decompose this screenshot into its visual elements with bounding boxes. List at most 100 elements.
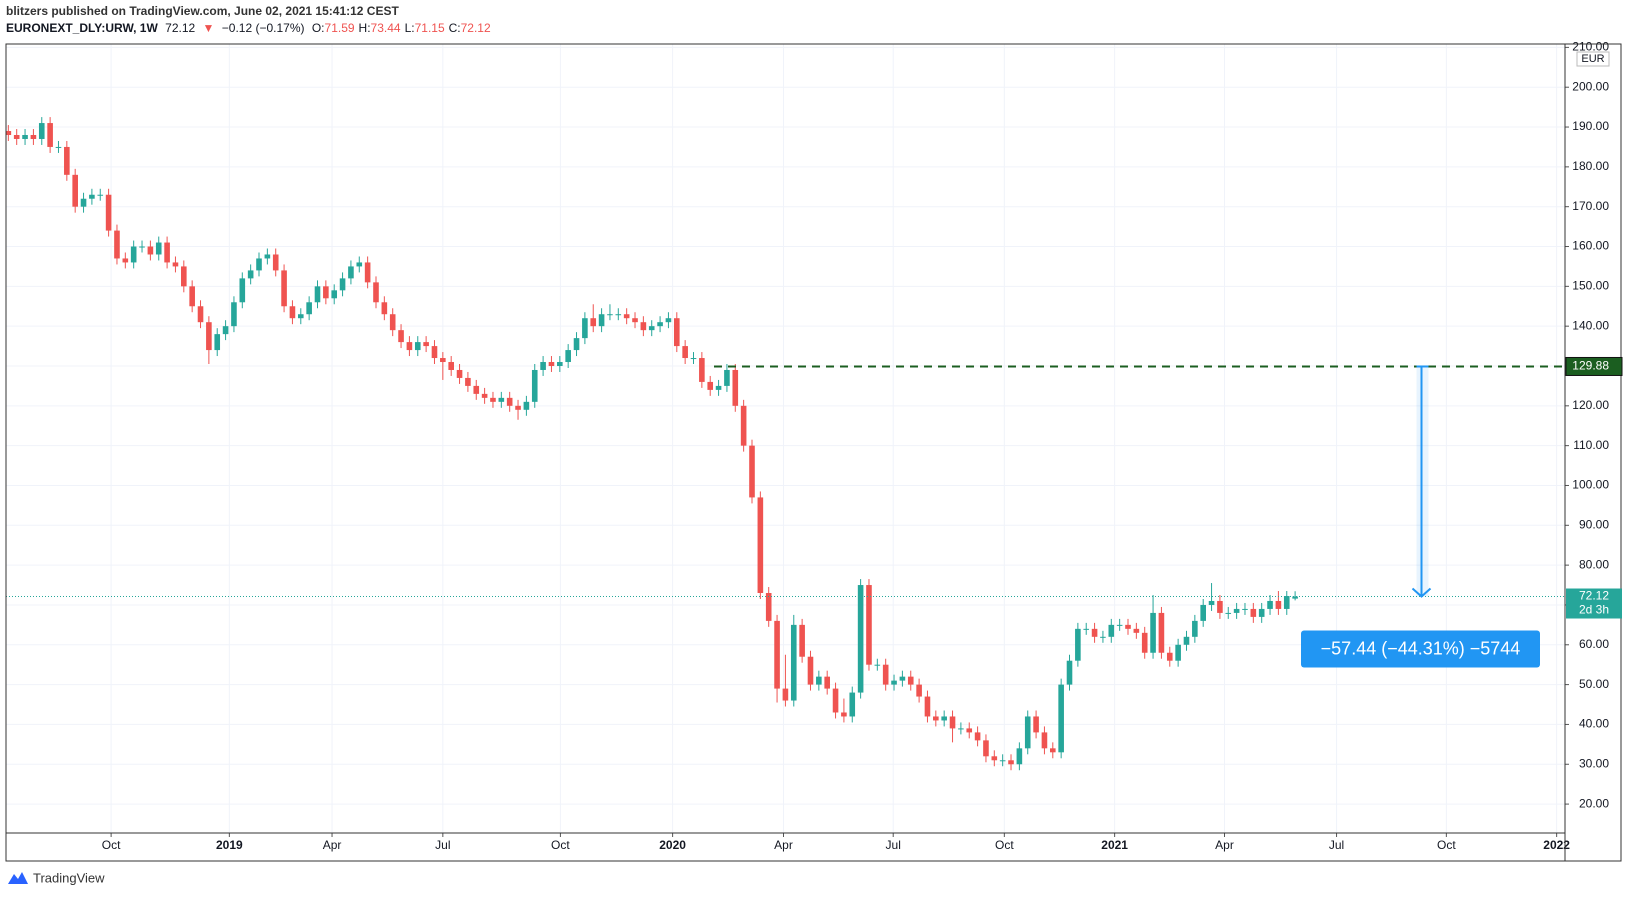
candle-body	[1267, 600, 1273, 609]
y-tick-label: 170.00	[1572, 199, 1609, 213]
candle-body	[1008, 760, 1014, 765]
symbol: EURONEXT_DLY:URW, 1W	[6, 21, 158, 35]
candle-body	[1225, 612, 1232, 614]
candle-body	[1075, 628, 1081, 661]
ohlc-value: 72.12	[460, 21, 491, 35]
candle-body	[398, 330, 404, 343]
candle-body	[414, 342, 421, 351]
x-tick-label: Oct	[1437, 838, 1456, 852]
candle-body	[80, 198, 87, 207]
measure-label-box	[1301, 630, 1540, 668]
candle-body	[490, 397, 496, 402]
candle-body	[933, 716, 939, 721]
candle-body	[1200, 604, 1206, 621]
candle-body	[1250, 608, 1257, 617]
symbol-row: EURONEXT_DLY:URW, 1W 72.12 ▼ −0.12 (−0.1…	[6, 20, 495, 37]
header: blitzers published on TradingView.com, J…	[6, 3, 495, 37]
x-tick-label: Oct	[102, 838, 121, 852]
countdown: 2d 3h	[1579, 603, 1609, 617]
candle-body	[682, 346, 688, 359]
candle-body	[222, 326, 229, 335]
candle-body	[816, 676, 822, 685]
ohlc-value: 71.59	[324, 21, 355, 35]
candle-body	[189, 286, 195, 307]
candle-body	[239, 278, 246, 303]
y-tick-label: 60.00	[1579, 637, 1609, 651]
candle-body	[389, 314, 396, 331]
candle-body	[673, 318, 680, 347]
x-tick-label: Jul	[435, 838, 450, 852]
candle-body	[640, 322, 647, 331]
candle-body	[1150, 612, 1156, 653]
y-tick-label: 30.00	[1579, 756, 1609, 770]
candle-body	[214, 334, 221, 351]
candle-body	[841, 712, 847, 717]
candle-body	[373, 282, 379, 303]
currency: EUR	[1581, 53, 1604, 65]
candle-body	[749, 445, 755, 498]
y-tick-label: 140.00	[1572, 318, 1609, 332]
level-label-box	[1565, 356, 1623, 376]
candle-body	[1033, 716, 1039, 733]
candle-body	[172, 262, 179, 267]
candle-body	[1292, 596, 1298, 599]
candle-body	[506, 397, 513, 406]
ohlc-key: O:	[311, 21, 325, 35]
candle-body	[130, 246, 137, 263]
candle-body	[991, 756, 998, 761]
change-arrow: ▼	[202, 21, 215, 35]
candle-body	[473, 385, 480, 394]
candle-body	[1058, 684, 1064, 753]
candle-body	[1175, 644, 1181, 661]
candle-body	[724, 369, 730, 386]
x-tick-label: Oct	[551, 838, 570, 852]
candle-body	[1024, 716, 1031, 749]
candle-body	[757, 497, 764, 594]
candle-body	[1233, 608, 1240, 613]
grid	[6, 44, 1565, 833]
ohlc-value: 71.15	[414, 21, 445, 35]
currency-box	[1576, 51, 1610, 67]
y-tick-label: 190.00	[1572, 119, 1609, 133]
candle-body	[289, 306, 296, 319]
last-label-box	[1566, 588, 1622, 619]
x-tick-label: 2022	[1543, 838, 1570, 852]
x-tick-label: Apr	[1215, 838, 1234, 852]
candle-body	[1166, 652, 1173, 661]
candle-body	[782, 688, 789, 701]
plot-area: −57.44 (−44.31%) −5744	[6, 117, 1565, 771]
candle-body	[22, 135, 28, 139]
candle-body	[899, 676, 906, 681]
candle-body	[256, 258, 262, 271]
ohlc-key: H:	[358, 21, 371, 35]
candle-body	[423, 342, 429, 347]
x-tick-label: 2021	[1101, 838, 1128, 852]
candle-body	[1217, 600, 1223, 613]
candle-body	[874, 664, 881, 666]
x-tick-label: Oct	[995, 838, 1014, 852]
candle-body	[481, 393, 488, 398]
candle-body	[1100, 636, 1106, 638]
candle-body	[891, 680, 897, 685]
candle-body	[356, 262, 363, 267]
candle-body	[882, 664, 889, 685]
candle-body	[272, 254, 279, 271]
candle-body	[916, 684, 922, 697]
y-tick-label: 150.00	[1572, 279, 1609, 293]
candle-body	[406, 342, 413, 351]
candle-body	[181, 266, 187, 287]
publisher: blitzers published on TradingView.com, J…	[6, 4, 399, 18]
candle-body	[72, 174, 78, 207]
ohlc-key: C:	[448, 21, 461, 35]
candle-body	[323, 286, 329, 299]
candle-body	[247, 270, 254, 279]
candle-body	[55, 146, 62, 148]
candle-body	[231, 302, 237, 327]
candle-body	[339, 278, 346, 291]
candle-body	[139, 246, 145, 248]
candle-body	[615, 314, 622, 316]
candle-body	[824, 676, 830, 689]
candle-body	[297, 314, 304, 319]
candle-body	[1158, 612, 1165, 653]
